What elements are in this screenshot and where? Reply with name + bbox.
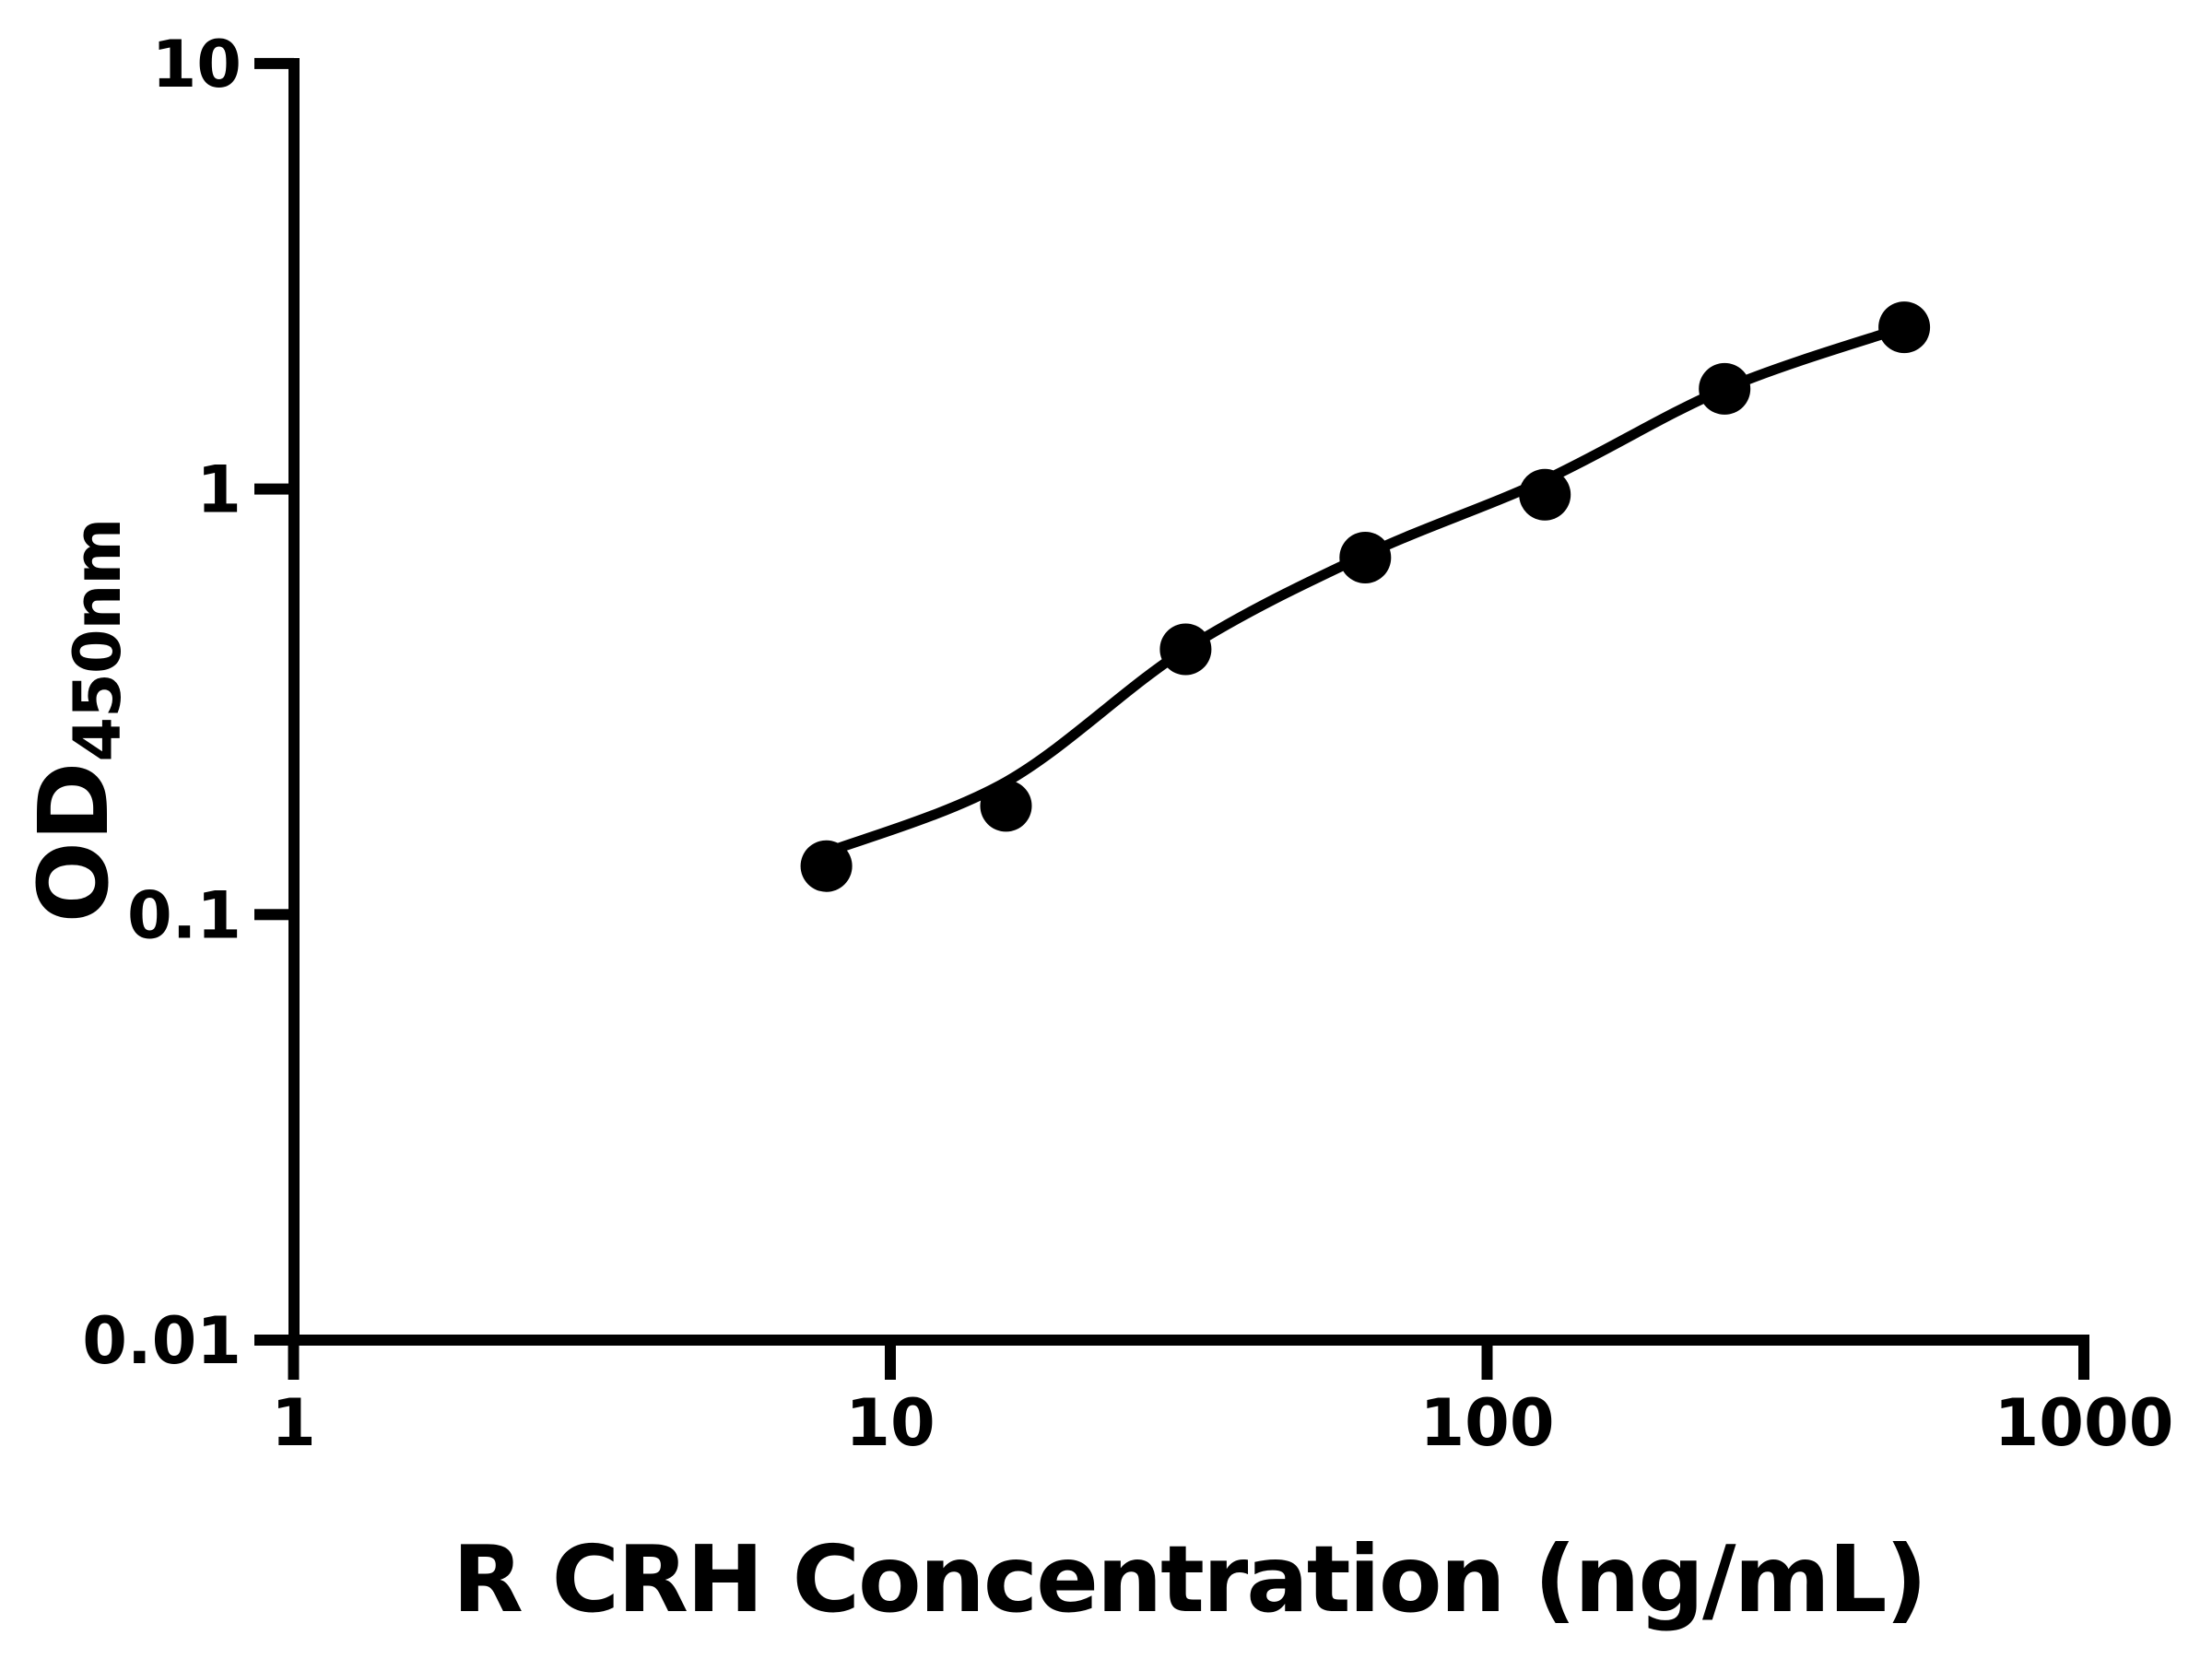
y-tick <box>254 57 294 69</box>
data-point <box>800 840 853 892</box>
data-point <box>1699 362 1751 415</box>
x-tick-label: 100 <box>1419 1385 1554 1461</box>
x-tick <box>288 1335 300 1380</box>
y-tick-label: 1 <box>196 453 241 528</box>
x-axis-title: R CRH Concentration (ng/mL) <box>452 1525 1927 1633</box>
data-point <box>1339 532 1392 583</box>
y-tick-label: 10 <box>152 27 241 102</box>
y-axis-title-subscript: 450nm <box>60 518 135 762</box>
y-tick <box>254 1335 294 1346</box>
y-axis-line <box>288 58 300 1346</box>
x-tick-label: 10 <box>845 1385 935 1461</box>
x-tick-label: 1000 <box>1994 1385 2174 1461</box>
data-point <box>1159 623 1212 676</box>
y-tick-label: 0.01 <box>82 1303 241 1379</box>
x-tick <box>2078 1335 2089 1380</box>
x-tick-label: 1 <box>271 1385 316 1461</box>
y-axis-title: OD450nm <box>18 519 135 924</box>
data-point <box>1878 301 1931 354</box>
y-tick <box>254 483 294 495</box>
y-tick-label: 0.1 <box>127 877 241 953</box>
x-tick <box>1481 1335 1493 1380</box>
y-tick <box>254 909 294 921</box>
y-axis-title-main: OD <box>18 761 130 924</box>
x-axis-line <box>254 1335 2089 1346</box>
x-tick <box>885 1335 896 1380</box>
data-point <box>980 780 1032 832</box>
data-point <box>1519 468 1571 521</box>
